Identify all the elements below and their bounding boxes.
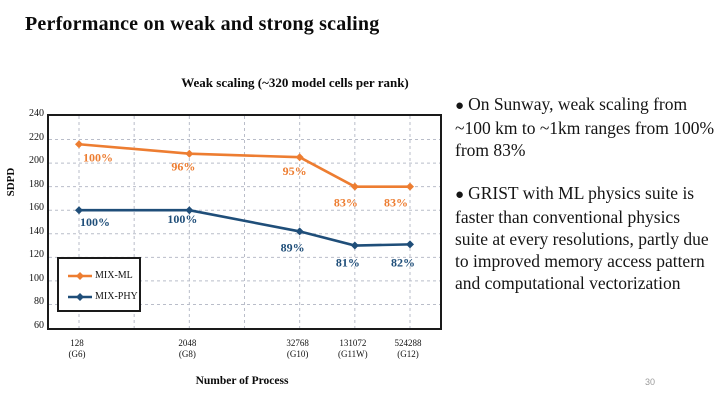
legend-label: MIX-ML [95, 270, 133, 281]
data-point-marker [75, 206, 83, 215]
data-point-label: 100% [167, 212, 197, 226]
data-point-label: 100% [80, 215, 110, 229]
data-point-marker [185, 206, 194, 215]
note-bullet: ● On Sunway, weak scaling from ~100 km to… [455, 93, 717, 161]
x-tick-label: 131072 (G11W) [338, 338, 368, 359]
y-tick-label: 200 [29, 155, 44, 167]
y-tick-label: 220 [29, 131, 44, 143]
legend-label: MIX-PHY [95, 291, 138, 302]
legend-marker-icon [68, 271, 92, 280]
data-point-marker [75, 140, 83, 149]
data-point-label: 96% [171, 160, 195, 174]
x-tick-label: 2048 (G8) [178, 338, 197, 359]
data-point-label: 100% [83, 150, 113, 164]
notes-column: ● On Sunway, weak scaling from ~100 km to… [455, 93, 717, 315]
chart-title: Weak scaling (~320 model cells per rank) [181, 75, 409, 90]
x-tick-label: 524288 (G12) [394, 338, 422, 359]
y-tick-label: 60 [34, 320, 44, 331]
series-line-mix-phy [79, 208, 411, 247]
data-point-label: 89% [281, 240, 305, 254]
data-point-label: 81% [336, 256, 360, 270]
data-point-marker [350, 182, 359, 191]
data-point-label: 95% [283, 164, 307, 178]
note-text: GRIST with ML physics suite is faster th… [455, 183, 714, 293]
line-chart: 100% 96% 95% 83% 83% 100% 100% 89% 81% 82% [49, 116, 440, 328]
x-axis-label: Number of Process [195, 375, 289, 387]
y-tick-label: 120 [29, 249, 44, 261]
data-point-marker [406, 240, 414, 249]
data-point-label: 83% [384, 196, 408, 210]
legend-entry-mix-phy: MIX-PHY [67, 286, 139, 307]
chart-legend: MIX-ML MIX-PHY [57, 257, 141, 312]
y-tick-label: 240 [29, 108, 44, 119]
data-point-marker [185, 149, 194, 158]
y-tick-label: 140 [29, 225, 44, 237]
data-point-marker [406, 182, 414, 191]
data-point-label: 82% [391, 255, 415, 269]
data-point-marker [350, 241, 359, 250]
legend-entry-mix-ml: MIX-ML [67, 265, 139, 286]
data-point-marker [295, 227, 304, 236]
y-tick-label: 80 [34, 296, 44, 308]
note-text: On Sunway, weak scaling from ~100 km to … [455, 94, 715, 160]
y-tick-label: 100 [29, 272, 44, 284]
page-number: 30 [644, 377, 655, 387]
x-tick-label: 32768 (G10) [286, 338, 309, 359]
slide-title: Performance on weak and strong scaling [25, 13, 380, 35]
data-point-marker [295, 153, 304, 162]
y-tick-label: 180 [29, 178, 44, 190]
bullet-icon: ● [455, 98, 465, 114]
note-bullet: ● GRIST with ML physics suite is faster t… [455, 182, 717, 294]
bullet-icon: ● [455, 187, 465, 203]
y-tick-label: 160 [29, 202, 44, 214]
legend-marker-icon [68, 292, 92, 301]
x-tick-label: 128 (G6) [68, 338, 86, 359]
data-point-label: 83% [334, 196, 358, 210]
